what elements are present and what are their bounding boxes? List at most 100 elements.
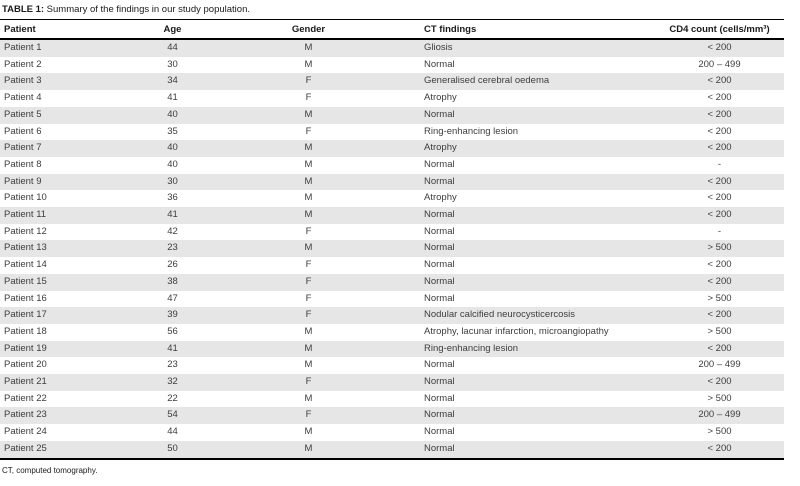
table-row: Patient 23 54 F Normal 200 – 499 bbox=[0, 407, 784, 425]
table-cell: < 200 bbox=[707, 75, 732, 87]
table-cell: Normal bbox=[424, 259, 455, 271]
table-cell: Normal bbox=[424, 225, 455, 237]
table-cell: < 200 bbox=[707, 442, 732, 454]
table-row: Patient 7 40 M Atrophy < 200 bbox=[0, 140, 784, 157]
col-header-age: Age bbox=[105, 20, 240, 40]
table-cell: 200 – 499 bbox=[698, 359, 741, 371]
table-cell: 32 bbox=[167, 376, 178, 388]
table-cell: 56 bbox=[167, 325, 178, 337]
table-cell: Patient 2 bbox=[4, 58, 42, 70]
table-cell: 22 bbox=[167, 392, 178, 404]
table-cell: 23 bbox=[167, 359, 178, 371]
table-cell: M bbox=[304, 242, 313, 254]
table-cell: < 200 bbox=[707, 376, 732, 388]
table-cell: Normal bbox=[424, 376, 455, 388]
table-row: Patient 2 30 M Normal 200 – 499 bbox=[0, 57, 784, 74]
table-row: Patient 3 34 F Generalised cerebral oedema <… bbox=[0, 73, 784, 91]
table-cell: Patient 20 bbox=[4, 359, 47, 371]
col-header-patient: Patient bbox=[0, 20, 105, 40]
table-row: Patient 19 41 M Ring-enhancing lesion < 200 bbox=[0, 340, 784, 358]
table-cell: F bbox=[305, 409, 312, 421]
col-header-cd4-count: CD4 count (cells/mm³) bbox=[655, 20, 784, 40]
findings-table: Patient Age Gender CT findings CD4 count… bbox=[0, 20, 784, 460]
table-row: Patient 4 41 F Atrophy < 200 bbox=[0, 90, 784, 107]
table-cell: Normal bbox=[424, 209, 455, 221]
table-cell: M bbox=[304, 325, 313, 337]
table-cell: Normal bbox=[424, 409, 455, 421]
table-cell: M bbox=[304, 108, 313, 120]
table-cell: 36 bbox=[167, 192, 178, 204]
table-cell: - bbox=[717, 225, 722, 237]
table-footnote: CT, computed tomography. bbox=[2, 465, 98, 475]
col-header-ct-findings: CT findings bbox=[377, 20, 655, 40]
table-cell: 30 bbox=[167, 58, 178, 70]
table-cell: < 200 bbox=[707, 175, 732, 187]
table-cell: M bbox=[304, 442, 313, 454]
table-row: Patient 18 56 M Atrophy, lacunar infarction… bbox=[0, 324, 784, 341]
table-cell: Normal bbox=[424, 242, 455, 254]
table-row: Patient 15 38 F Normal < 200 bbox=[0, 273, 784, 291]
table-cell: < 200 bbox=[707, 192, 732, 204]
table-cell: Patient 19 bbox=[4, 342, 47, 354]
table-cell: 54 bbox=[167, 409, 178, 421]
table-cell: < 200 bbox=[707, 275, 732, 287]
table-cell: M bbox=[304, 342, 313, 354]
table-row: Patient 11 41 M Normal < 200 bbox=[0, 207, 784, 224]
table-cell: Patient 13 bbox=[4, 242, 47, 254]
table-cell: Atrophy bbox=[424, 192, 457, 204]
table-cell: M bbox=[304, 42, 313, 53]
table-cell: Patient 3 bbox=[4, 75, 42, 87]
table-cell: Patient 11 bbox=[4, 209, 47, 221]
table-cell: Patient 24 bbox=[4, 426, 47, 438]
table-cell: Patient 15 bbox=[4, 275, 47, 287]
table-cell: Normal bbox=[424, 292, 455, 304]
table-cell: < 200 bbox=[707, 42, 732, 53]
table-cell: Atrophy bbox=[424, 92, 457, 104]
table-cell: Ring-enhancing lesion bbox=[424, 342, 519, 354]
table-cell: Normal bbox=[424, 58, 455, 70]
table-cell: > 500 bbox=[707, 426, 732, 438]
table-cell: < 200 bbox=[707, 309, 732, 321]
table-row: Patient 12 42 F Normal - bbox=[0, 224, 784, 241]
table-cell: < 200 bbox=[707, 92, 732, 104]
table-row: Patient 21 32 F Normal < 200 bbox=[0, 374, 784, 391]
table-cell: 44 bbox=[167, 426, 178, 438]
table-cell: 30 bbox=[167, 175, 178, 187]
table-cell: - bbox=[717, 158, 722, 170]
table-cell: 38 bbox=[167, 275, 178, 287]
table-cell: < 200 bbox=[707, 108, 732, 120]
table-cell: M bbox=[304, 175, 313, 187]
table-cell: > 500 bbox=[707, 292, 732, 304]
table-row: Patient 5 40 M Normal < 200 bbox=[0, 106, 784, 124]
table-cell: Ring-enhancing lesion bbox=[424, 125, 519, 137]
table-title-label: TABLE 1: bbox=[2, 4, 45, 15]
table-cell: Patient 1 bbox=[4, 42, 42, 53]
table-cell: M bbox=[304, 58, 313, 70]
table-cell: F bbox=[305, 376, 312, 388]
table-cell: 41 bbox=[167, 209, 178, 221]
table-cell: > 500 bbox=[707, 325, 732, 337]
table-cell: < 200 bbox=[707, 259, 732, 271]
table-cell: Patient 10 bbox=[4, 192, 47, 204]
table-cell: Patient 25 bbox=[4, 442, 47, 454]
table-row: Patient 1 44 M Gliosis < 200 bbox=[0, 39, 784, 57]
table-row: Patient 14 26 F Normal < 200 bbox=[0, 257, 784, 274]
table-title-text: Summary of the findings in our study pop… bbox=[44, 4, 250, 15]
table-cell: Patient 12 bbox=[4, 225, 47, 237]
table-cell: M bbox=[304, 359, 313, 371]
table-cell: Patient 21 bbox=[4, 376, 47, 388]
table-cell: F bbox=[305, 259, 312, 271]
table-cell: Normal bbox=[424, 359, 455, 371]
table-cell: Patient 18 bbox=[4, 325, 47, 337]
table-cell: 40 bbox=[167, 158, 178, 170]
table-cell: Patient 17 bbox=[4, 309, 47, 321]
table-cell: Normal bbox=[424, 442, 455, 454]
table-cell: F bbox=[305, 92, 312, 104]
table-cell: Patient 9 bbox=[4, 175, 42, 187]
table-cell: Normal bbox=[424, 108, 455, 120]
table-cell: Atrophy bbox=[424, 142, 457, 154]
table-row: Patient 6 35 F Ring-enhancing lesion < 200 bbox=[0, 124, 784, 141]
table-cell: 34 bbox=[167, 75, 178, 87]
table-cell: 23 bbox=[167, 242, 178, 254]
table-cell: F bbox=[305, 225, 312, 237]
